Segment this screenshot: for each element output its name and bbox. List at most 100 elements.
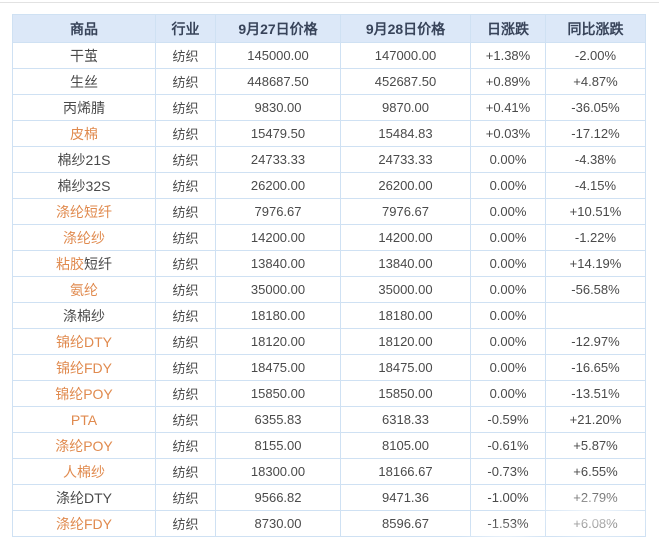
commodity-link[interactable]: 涤纶FDY: [56, 515, 112, 532]
price-sep27-cell: 18180.00: [215, 302, 341, 329]
table-row: 锦纶DTY 纺织 18120.00 18120.00 0.00% -12.97%: [12, 328, 646, 355]
price-sep28-cell: 9471.36: [340, 484, 471, 511]
day-change-cell: -0.61%: [470, 432, 546, 459]
industry-cell: 纺织: [155, 250, 216, 277]
price-sep28-cell: 14200.00: [340, 224, 471, 251]
table-row: 锦纶FDY 纺织 18475.00 18475.00 0.00% -16.65%: [12, 354, 646, 381]
commodity-link[interactable]: 涤纶POY: [55, 437, 113, 454]
day-change-cell: 0.00%: [470, 276, 546, 303]
commodity-name-cell: 锦纶DTY: [12, 328, 156, 355]
yoy-change-cell: +6.55%: [545, 458, 646, 485]
yoy-change-cell: -36.05%: [545, 94, 646, 121]
price-sep27-cell: 9830.00: [215, 94, 341, 121]
yoy-change-cell: -13.51%: [545, 380, 646, 407]
price-sep27-cell: 18300.00: [215, 458, 341, 485]
commodity-link[interactable]: 粘胶: [56, 255, 84, 272]
table-header: 商品 行业 9月27日价格 9月28日价格 日涨跌 同比涨跌: [12, 14, 646, 43]
price-sep27-cell: 18120.00: [215, 328, 341, 355]
day-change-cell: +0.89%: [470, 68, 546, 95]
commodity-link[interactable]: 皮棉: [70, 125, 98, 142]
industry-cell: 纺织: [155, 146, 216, 173]
price-sep28-cell: 26200.00: [340, 172, 471, 199]
yoy-change-cell: -1.22%: [545, 224, 646, 251]
table-row: 皮棉 纺织 15479.50 15484.83 +0.03% -17.12%: [12, 120, 646, 147]
price-sep28-cell: 18180.00: [340, 302, 471, 329]
commodity-price-table: 商品 行业 9月27日价格 9月28日价格 日涨跌 同比涨跌 干茧 纺织 14500…: [12, 14, 646, 537]
commodity-link[interactable]: 锦纶POY: [55, 385, 113, 402]
commodity-name-cell: 生丝: [12, 68, 156, 95]
day-change-cell: -0.73%: [470, 458, 546, 485]
industry-cell: 纺织: [155, 328, 216, 355]
industry-cell: 纺织: [155, 432, 216, 459]
price-sep28-cell: 7976.67: [340, 198, 471, 225]
commodity-link[interactable]: 涤纶短纤: [56, 203, 112, 220]
commodity-link[interactable]: 锦纶DTY: [56, 333, 112, 350]
price-sep28-cell: 8596.67: [340, 510, 471, 537]
day-change-cell: 0.00%: [470, 328, 546, 355]
day-change-cell: 0.00%: [470, 354, 546, 381]
industry-cell: 纺织: [155, 380, 216, 407]
commodity-label: 干茧: [70, 47, 98, 64]
day-change-cell: 0.00%: [470, 172, 546, 199]
commodity-name-cell: 干茧: [12, 42, 156, 69]
industry-cell: 纺织: [155, 68, 216, 95]
header-row: 商品 行业 9月27日价格 9月28日价格 日涨跌 同比涨跌: [12, 14, 646, 43]
commodity-name-cell: 涤棉纱: [12, 302, 156, 329]
yoy-change-cell: -2.00%: [545, 42, 646, 69]
price-sep27-cell: 8730.00: [215, 510, 341, 537]
day-change-cell: 0.00%: [470, 302, 546, 329]
price-sep27-cell: 6355.83: [215, 406, 341, 433]
industry-cell: 纺织: [155, 224, 216, 251]
industry-cell: 纺织: [155, 94, 216, 121]
commodity-link[interactable]: PTA: [70, 411, 98, 428]
yoy-change-cell: +4.87%: [545, 68, 646, 95]
col-header-commodity: 商品: [12, 14, 156, 43]
day-change-cell: -1.53%: [470, 510, 546, 537]
industry-cell: 纺织: [155, 458, 216, 485]
price-sep27-cell: 35000.00: [215, 276, 341, 303]
price-sep27-cell: 26200.00: [215, 172, 341, 199]
table-row: 粘胶短纤 纺织 13840.00 13840.00 0.00% +14.19%: [12, 250, 646, 277]
yoy-change-cell: +2.79%: [545, 484, 646, 511]
price-sep28-cell: 18166.67: [340, 458, 471, 485]
table-row: 干茧 纺织 145000.00 147000.00 +1.38% -2.00%: [12, 42, 646, 69]
day-change-cell: +0.41%: [470, 94, 546, 121]
industry-cell: 纺织: [155, 198, 216, 225]
price-sep27-cell: 13840.00: [215, 250, 341, 277]
price-sep27-cell: 15850.00: [215, 380, 341, 407]
table-row: 涤纶POY 纺织 8155.00 8105.00 -0.61% +5.87%: [12, 432, 646, 459]
table-row: PTA 纺织 6355.83 6318.33 -0.59% +21.20%: [12, 406, 646, 433]
day-change-cell: 0.00%: [470, 198, 546, 225]
commodity-link[interactable]: 氨纶: [70, 281, 98, 298]
table-row: 涤纶DTY 纺织 9566.82 9471.36 -1.00% +2.79%: [12, 484, 646, 511]
yoy-change-cell: -12.97%: [545, 328, 646, 355]
commodity-label: 棉纱21S: [57, 151, 111, 168]
commodity-name-cell: 丙烯腈: [12, 94, 156, 121]
table-row: 棉纱21S 纺织 24733.33 24733.33 0.00% -4.38%: [12, 146, 646, 173]
table-row: 生丝 纺织 448687.50 452687.50 +0.89% +4.87%: [12, 68, 646, 95]
commodity-name-cell: 粘胶短纤: [12, 250, 156, 277]
col-header-day-change: 日涨跌: [470, 14, 546, 43]
commodity-link[interactable]: 锦纶FDY: [56, 359, 112, 376]
day-change-cell: -1.00%: [470, 484, 546, 511]
commodity-name-cell: 涤纶FDY: [12, 510, 156, 537]
day-change-cell: 0.00%: [470, 146, 546, 173]
commodity-name-cell: 人棉纱: [12, 458, 156, 485]
industry-cell: 纺织: [155, 120, 216, 147]
yoy-change-cell: +21.20%: [545, 406, 646, 433]
commodity-link[interactable]: 涤纶纱: [63, 229, 105, 246]
price-sep28-cell: 15850.00: [340, 380, 471, 407]
yoy-change-cell: -16.65%: [545, 354, 646, 381]
yoy-change-cell: -17.12%: [545, 120, 646, 147]
price-sep27-cell: 9566.82: [215, 484, 341, 511]
commodity-link[interactable]: 人棉纱: [63, 463, 105, 480]
industry-cell: 纺织: [155, 510, 216, 537]
price-sep27-cell: 18475.00: [215, 354, 341, 381]
commodity-label: 丙烯腈: [63, 99, 105, 116]
commodity-name-cell: 涤纶POY: [12, 432, 156, 459]
industry-cell: 纺织: [155, 172, 216, 199]
table-row: 涤纶纱 纺织 14200.00 14200.00 0.00% -1.22%: [12, 224, 646, 251]
day-change-cell: 0.00%: [470, 380, 546, 407]
commodity-name-cell: 皮棉: [12, 120, 156, 147]
